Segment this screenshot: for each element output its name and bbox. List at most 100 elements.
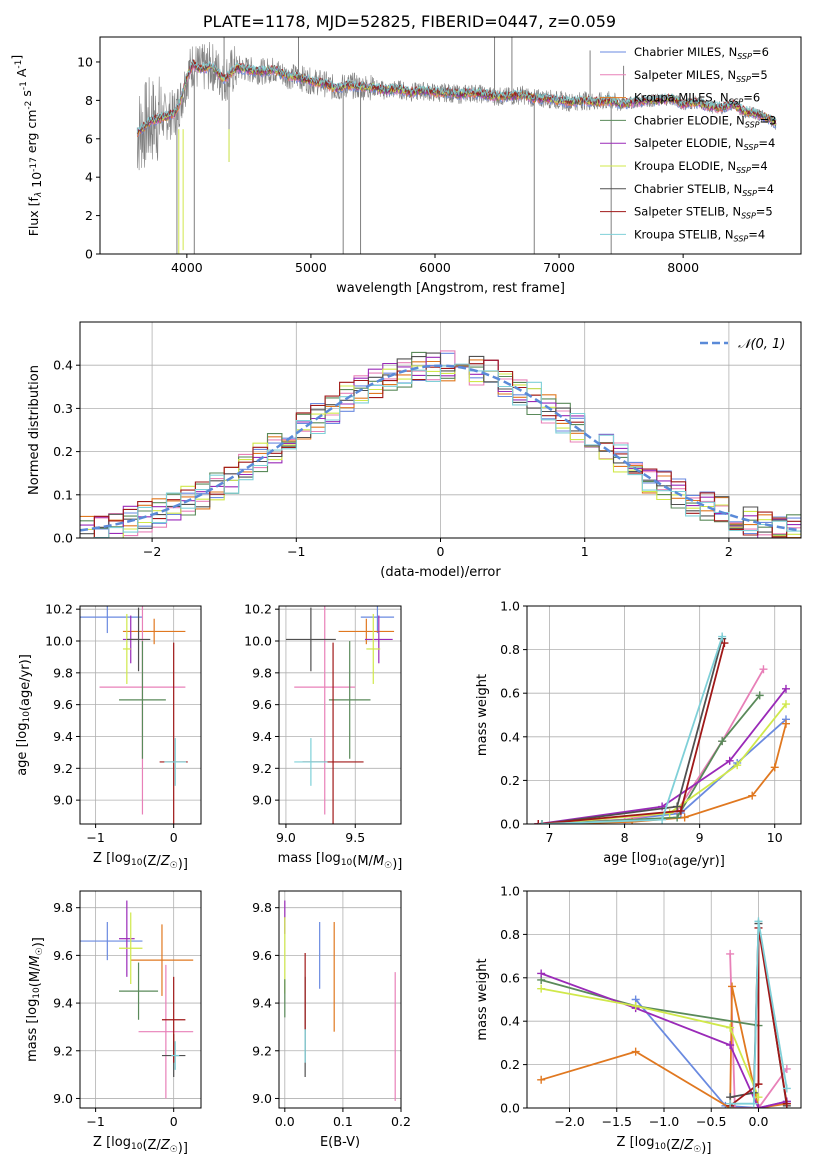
y-tick-label: 1.0 (500, 884, 520, 899)
x-tick-label: −1 (287, 544, 305, 559)
y-axis-label: mass weight (475, 958, 490, 1040)
x-axis-label: Z [log10(Z/Z☉)] (617, 1135, 712, 1156)
plot-area-age_vs_Z (80, 606, 188, 824)
series-marker (749, 1099, 758, 1108)
axes-frame (526, 605, 802, 825)
y-tick-label: 9.6 (252, 697, 272, 712)
axes-age_vs_mass: 9.0 9.5 9.0 9.2 9.4 9.6 9.8 10.0 10.2 mass [log10… (244, 602, 402, 872)
series-marker (770, 763, 779, 772)
plot-area-mass_vs_ebv (284, 900, 396, 1101)
y-tick-label: 0.2 (53, 444, 73, 459)
y-tick-label: 9.4 (252, 729, 272, 744)
legend-label: Chabrier STELIB, NSSP=4 (634, 182, 774, 198)
y-tick-label: 0.0 (53, 531, 73, 546)
series-line-salpeter_miles (538, 668, 765, 824)
errorbar-point-kroupa_miles (130, 924, 194, 996)
y-axis-label: Flux [fλ 10-17 erg cm-2 s-1 A-1] (9, 55, 44, 237)
y-tick-label: 9.2 (53, 1043, 73, 1058)
x-tick-label: 9 (696, 830, 704, 845)
errorbar-point-chabrier_miles (360, 606, 395, 634)
y-tick-label: 0.4 (500, 1014, 520, 1029)
series-marker (726, 949, 735, 958)
x-tick-label: 8 (621, 830, 629, 845)
y-tick-label: 9.0 (53, 1091, 73, 1106)
x-axis-label: wavelength [Angstrom, rest frame] (336, 281, 565, 296)
y-tick-label: 0.4 (500, 729, 520, 744)
y-tick-label: 9.0 (252, 1091, 272, 1106)
series-line-salpeter_miles (729, 953, 788, 1108)
x-tick-label: 0 (170, 830, 178, 845)
series-marker (658, 815, 667, 824)
y-tick-label: 0.4 (53, 358, 73, 373)
legend-label: Kroupa ELODIE, NSSP=4 (634, 159, 768, 175)
axes-mass_vs_Z: −1 0 9.0 9.2 9.4 9.6 9.8 Z [log10(Z/Z☉)] mass [l… (25, 890, 202, 1156)
axes-residuals: −2 −1 0 1 2 0.0 0.1 0.2 0.3 0.4 (data-model)/error… (27, 321, 802, 580)
x-tick-label: 4000 (171, 260, 203, 275)
y-tick-label: 0.2 (500, 1057, 520, 1072)
y-tick-label: 4 (85, 170, 93, 185)
axes-weight_vs_age: 7 8 9 10 0.0 0.2 0.4 0.6 0.8 1.0 age [log10(age/yr… (475, 599, 802, 869)
errorbar-point-salpeter_miles (294, 606, 356, 815)
y-tick-label: 9.2 (53, 761, 73, 776)
y-tick-label: 9.6 (53, 948, 73, 963)
legend-label: Salpeter STELIB, NSSP=5 (634, 205, 773, 221)
y-tick-label: 0.8 (500, 642, 520, 657)
errorbar-point-kroupa_miles (122, 618, 186, 645)
x-tick-label: 0 (437, 544, 445, 559)
x-tick-label: 9.5 (345, 830, 365, 845)
series-marker (720, 639, 729, 648)
legend-label: Salpeter MILES, NSSP=5 (634, 68, 768, 84)
series-marker (781, 719, 790, 728)
y-tick-label: 1.0 (500, 599, 520, 614)
axes-frame (79, 890, 202, 1109)
series-marker (754, 1104, 763, 1108)
y-tick-label: 9.0 (53, 793, 73, 808)
y-tick-label: 9.8 (53, 665, 73, 680)
series-line-chabrier_stelib (541, 638, 724, 824)
axes-age_vs_Z: −1 0 9.0 9.2 9.4 9.6 9.8 10.0 10.2 Z [log10(Z/Z☉)… (15, 602, 202, 872)
errorbar-point-kroupa_elodie (122, 613, 131, 684)
series-marker (676, 806, 685, 815)
errorbar-point-salpeter_elodie (119, 900, 135, 977)
series-marker (726, 1041, 735, 1050)
legend-label: Chabrier MILES, NSSP=6 (634, 45, 769, 61)
legend-label: Kroupa STELIB, NSSP=4 (634, 227, 765, 243)
series-marker (733, 761, 742, 770)
series-marker (631, 1002, 640, 1011)
series-marker (754, 1093, 763, 1102)
x-tick-label: 0.1 (333, 1114, 353, 1129)
x-axis-label: Z [log10(Z/Z☉)] (93, 851, 188, 872)
series-marker (718, 632, 727, 641)
axes-frame (79, 605, 202, 825)
x-tick-label: 0 (170, 1114, 178, 1129)
y-tick-label: 9.2 (252, 1043, 272, 1058)
gaussian-curve (80, 364, 801, 532)
series-marker (537, 984, 546, 993)
series-marker (725, 756, 734, 765)
legend-label: 𝒩(0, 1) (738, 337, 785, 352)
x-axis-label: Z [log10(Z/Z☉)] (93, 1135, 188, 1156)
series-marker (748, 791, 757, 800)
series-marker (680, 813, 689, 822)
series-line-salpeter_elodie (538, 688, 787, 824)
y-tick-label: 9.4 (252, 996, 272, 1011)
errorbar-point-chabrier_miles (80, 922, 143, 961)
series-marker (755, 691, 764, 700)
series-line-kroupa_elodie (541, 987, 760, 1098)
x-tick-label: −1.5 (602, 1114, 632, 1129)
series-marker (718, 737, 727, 746)
y-tick-label: 9.8 (53, 900, 73, 915)
y-axis-label: age [log10(age/yr)] (15, 654, 33, 776)
series-marker (782, 1099, 791, 1108)
model-spectrum-kroupa_stelib (136, 60, 777, 134)
axes-mass_vs_ebv: 0.0 0.1 0.2 9.0 9.2 9.4 9.6 9.8 E(B-V) (252, 890, 411, 1150)
spectrum-legend: Chabrier MILES, NSSP=6 Salpeter MILES, NS… (600, 45, 776, 243)
x-tick-label: 10 (767, 830, 783, 845)
x-tick-label: 7000 (543, 260, 575, 275)
y-tick-label: 10.0 (45, 634, 73, 649)
y-axis-label: mass [log10(M/M☉)] (25, 937, 46, 1062)
legend-label: Kroupa MILES, NSSP=6 (634, 91, 760, 107)
x-axis-label: E(B-V) (320, 1135, 360, 1150)
errorbar-point-kroupa_stelib (164, 738, 187, 786)
